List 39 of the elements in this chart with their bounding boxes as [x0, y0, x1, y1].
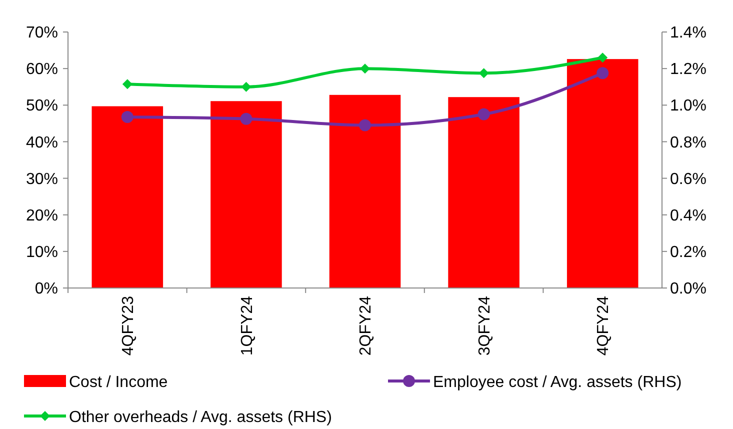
y2-tick-label: 0.0% [670, 280, 706, 298]
x-tick-label: 3QFY24 [476, 296, 494, 356]
x-tick-label: 4QFY23 [120, 296, 137, 356]
point [596, 67, 609, 80]
y-tick-label: 30% [26, 170, 58, 188]
y-tick-label: 10% [26, 244, 58, 262]
y2-tick-label: 0.2% [670, 244, 706, 262]
bar [448, 97, 520, 288]
bar [210, 101, 282, 288]
y-tick-label: 50% [26, 98, 58, 115]
y-tick-label: 70% [26, 24, 58, 42]
point [478, 68, 489, 78]
bar [92, 106, 164, 288]
x-tick-label: 2QFY24 [358, 296, 375, 356]
point [598, 52, 608, 63]
point [240, 112, 252, 125]
y2-tick-label: 1.0% [670, 98, 706, 115]
bar [566, 59, 638, 288]
y2-tick-label: 0.6% [670, 170, 706, 188]
legend-label: Cost / Income [69, 374, 168, 391]
legend-label: Employee cost / Avg. assets (RHS) [433, 374, 682, 391]
x-tick-label: 4QFY24 [595, 296, 612, 356]
y2-tick-label: 0.4% [670, 207, 706, 224]
point [359, 119, 371, 132]
point [478, 108, 490, 120]
y-tick-label: 60% [26, 61, 58, 78]
y2-tick-label: 0.8% [670, 134, 706, 152]
point [241, 82, 252, 92]
point [122, 79, 132, 90]
y2-tick-label: 1.2% [670, 61, 706, 78]
y-tick-label: 20% [26, 207, 58, 224]
y2-tick-label: 1.4% [670, 24, 706, 42]
bar [329, 94, 401, 288]
x-tick-label: 1QFY24 [238, 296, 256, 356]
y-tick-label: 40% [26, 134, 58, 152]
point [360, 64, 370, 74]
legend-label: Other overheads / Avg. assets (RHS) [69, 409, 332, 426]
point [121, 111, 134, 124]
y-tick-label: 0% [34, 280, 58, 298]
